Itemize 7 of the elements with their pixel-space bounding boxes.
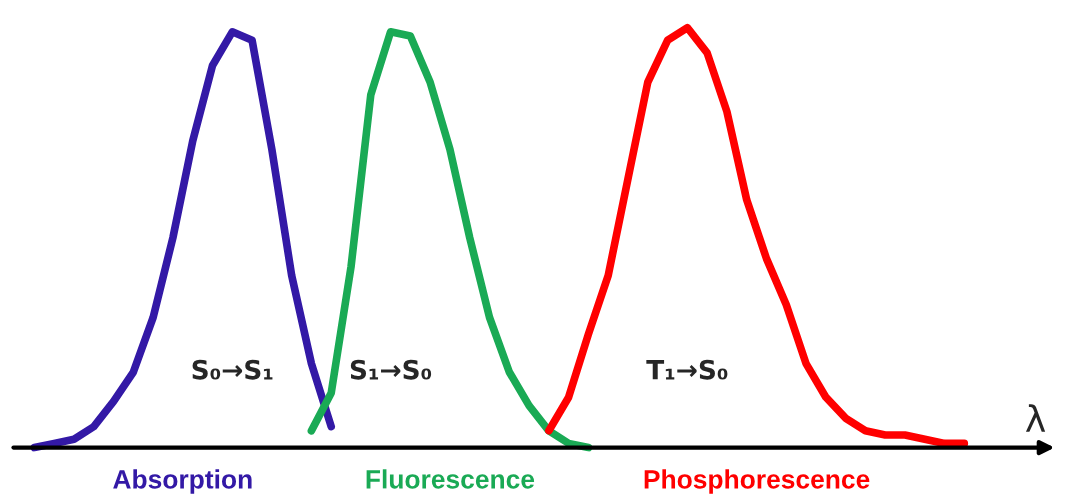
series-label: Absorption (113, 469, 252, 494)
annotation: T₁→S₀ (646, 359, 728, 380)
annotation: S₀→S₁ (192, 359, 273, 380)
x-axis-title: λ (1025, 404, 1046, 432)
series-label: Fluorescence (366, 469, 535, 489)
series-label: Phosphorescence (644, 469, 870, 494)
annotation: S₁→S₀ (350, 359, 432, 380)
